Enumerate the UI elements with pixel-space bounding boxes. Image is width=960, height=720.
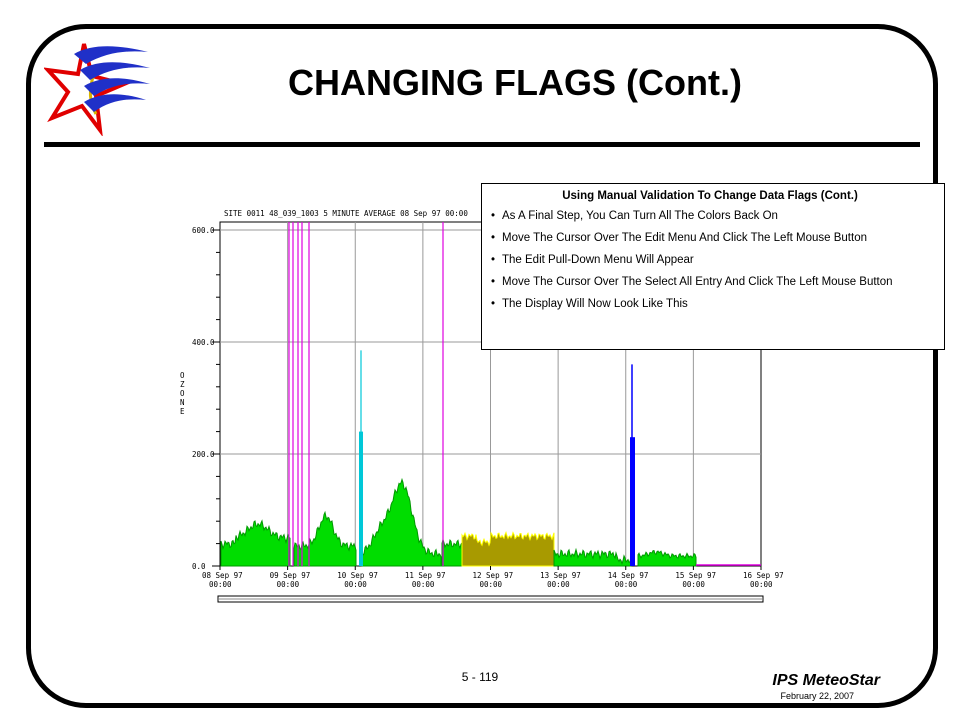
x-time-label: 00:00 — [412, 580, 435, 589]
instruction-item: Move The Cursor Over The Edit Menu And C… — [488, 232, 932, 245]
instruction-item: The Edit Pull-Down Menu Will Appear — [488, 254, 932, 267]
y-tick-label: 400.0 — [192, 338, 215, 347]
meteostar-logo — [44, 43, 150, 136]
instruction-item: The Display Will Now Look Like This — [488, 298, 932, 311]
ozone-trace-gap — [441, 537, 463, 567]
y-tick-label: 600.0 — [192, 226, 215, 235]
x-time-label: 00:00 — [344, 580, 367, 589]
instruction-heading: Using Manual Validation To Change Data F… — [562, 190, 858, 202]
page-number: 5 - 119 — [461, 670, 499, 684]
x-time-label: 00:00 — [750, 580, 773, 589]
x-date-label: 08 Sep 97 — [202, 571, 243, 580]
x-time-label: 00:00 — [547, 580, 570, 589]
slide-frame — [26, 24, 938, 708]
x-time-label: 00:00 — [682, 580, 705, 589]
instruction-box: Using Manual Validation To Change Data F… — [481, 183, 945, 350]
instruction-item: Move The Cursor Over The Select All Entr… — [488, 276, 932, 289]
y-tick-label: 200.0 — [192, 450, 215, 459]
x-date-label: 14 Sep 97 — [608, 571, 649, 580]
x-date-label: 09 Sep 97 — [270, 571, 311, 580]
x-time-label: 00:00 — [480, 580, 503, 589]
x-date-label: 13 Sep 97 — [540, 571, 581, 580]
x-time-label: 00:00 — [209, 580, 232, 589]
ozone-trace-day6 — [553, 547, 632, 567]
y-axis-letter: O — [180, 389, 185, 398]
y-axis-letter: E — [180, 407, 185, 416]
y-axis-letter: O — [180, 371, 185, 380]
x-date-label: 11 Sep 97 — [405, 571, 446, 580]
y-axis-letter: Z — [180, 380, 185, 389]
instruction-list: As A Final Step, You Can Turn All The Co… — [488, 210, 932, 311]
ozone-trace-day1 — [220, 519, 291, 567]
ozone-trace-day3 — [361, 477, 442, 567]
x-date-label: 10 Sep 97 — [337, 571, 378, 580]
spike-cyan-base — [359, 431, 363, 566]
instruction-item: As A Final Step, You Can Turn All The Co… — [488, 210, 932, 223]
horizontal-scrollbar[interactable] — [217, 595, 764, 603]
y-tick-labels: 600.0 400.0 200.0 0.0 — [192, 226, 220, 571]
x-date-label: 15 Sep 97 — [675, 571, 716, 580]
title-divider — [44, 142, 920, 147]
brand-name: IPS MeteoStar — [772, 672, 880, 689]
plot-header: SITE 0011 48_039_1003 5 MINUTE AVERAGE 0… — [224, 209, 468, 218]
ozone-trace-flagged — [461, 531, 555, 567]
slide-title: CHANGING FLAGS (Cont.) — [288, 62, 742, 103]
y-axis-letter: N — [180, 398, 185, 407]
plot-traces — [220, 222, 761, 567]
x-time-label: 00:00 — [615, 580, 638, 589]
slide-date: February 22, 2007 — [780, 691, 854, 701]
x-date-label: 12 Sep 97 — [473, 571, 514, 580]
x-date-label: 16 Sep 97 — [743, 571, 784, 580]
ozone-trace-day7 — [637, 550, 697, 567]
x-time-label: 00:00 — [277, 580, 300, 589]
y-tick-label: 0.0 — [192, 562, 206, 571]
